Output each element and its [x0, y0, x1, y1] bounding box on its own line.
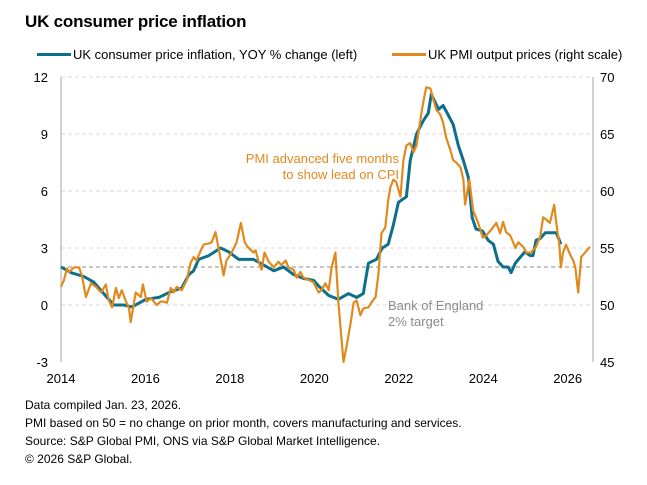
y-right-tick-label: 55 — [600, 241, 614, 256]
y-right-tick-label: 65 — [600, 127, 614, 142]
y-left-tick-label: 3 — [41, 241, 48, 256]
note-pmi-basis: PMI based on 50 = no change on prior mon… — [25, 416, 462, 430]
y-left-tick-label: 9 — [41, 127, 48, 142]
y-right-tick-label: 70 — [600, 70, 614, 85]
legend-swatch-cpi — [37, 53, 71, 56]
x-tick-label: 2018 — [215, 371, 244, 386]
y-right-tick-label: 45 — [600, 355, 614, 370]
boe-target-label: Bank of England — [388, 298, 483, 313]
chart-notes: Data compiled Jan. 23, 2026. PMI based o… — [25, 396, 462, 468]
y-right-tick-label: 50 — [600, 298, 614, 313]
x-tick-label: 2026 — [553, 371, 582, 386]
legend-item-cpi: UK consumer price inflation, YOY % chang… — [37, 47, 357, 62]
pmi-lead-annotation: PMI advanced five months — [246, 151, 400, 166]
note-copyright: © 2026 S&P Global. — [25, 452, 133, 466]
legend-label-cpi: UK consumer price inflation, YOY % chang… — [73, 47, 358, 62]
pmi-lead-annotation: to show lead on CPI — [283, 167, 399, 182]
x-tick-label: 2022 — [384, 371, 413, 386]
y-left-tick-label: 12 — [34, 70, 48, 85]
y-left-tick-label: 0 — [41, 298, 48, 313]
y-left-tick-label: -3 — [36, 355, 48, 370]
y-left-tick-label: 6 — [41, 184, 48, 199]
pmi-series-line — [59, 86, 591, 364]
legend-item-pmi: UK PMI output prices (right scale) — [392, 47, 622, 62]
note-source: Source: S&P Global PMI, ONS via S&P Glob… — [25, 434, 381, 448]
x-tick-label: 2016 — [131, 371, 160, 386]
note-data-compiled: Data compiled Jan. 23, 2026. — [25, 398, 182, 412]
chart-title: UK consumer price inflation — [25, 12, 247, 31]
x-tick-label: 2014 — [47, 371, 76, 386]
legend-label-pmi: UK PMI output prices (right scale) — [428, 47, 623, 62]
x-tick-label: 2020 — [300, 371, 329, 386]
legend-swatch-pmi — [392, 53, 426, 56]
x-tick-label: 2024 — [469, 371, 498, 386]
boe-target-label: 2% target — [388, 314, 444, 329]
cpi-series-line — [60, 92, 563, 309]
y-right-tick-label: 60 — [600, 184, 614, 199]
